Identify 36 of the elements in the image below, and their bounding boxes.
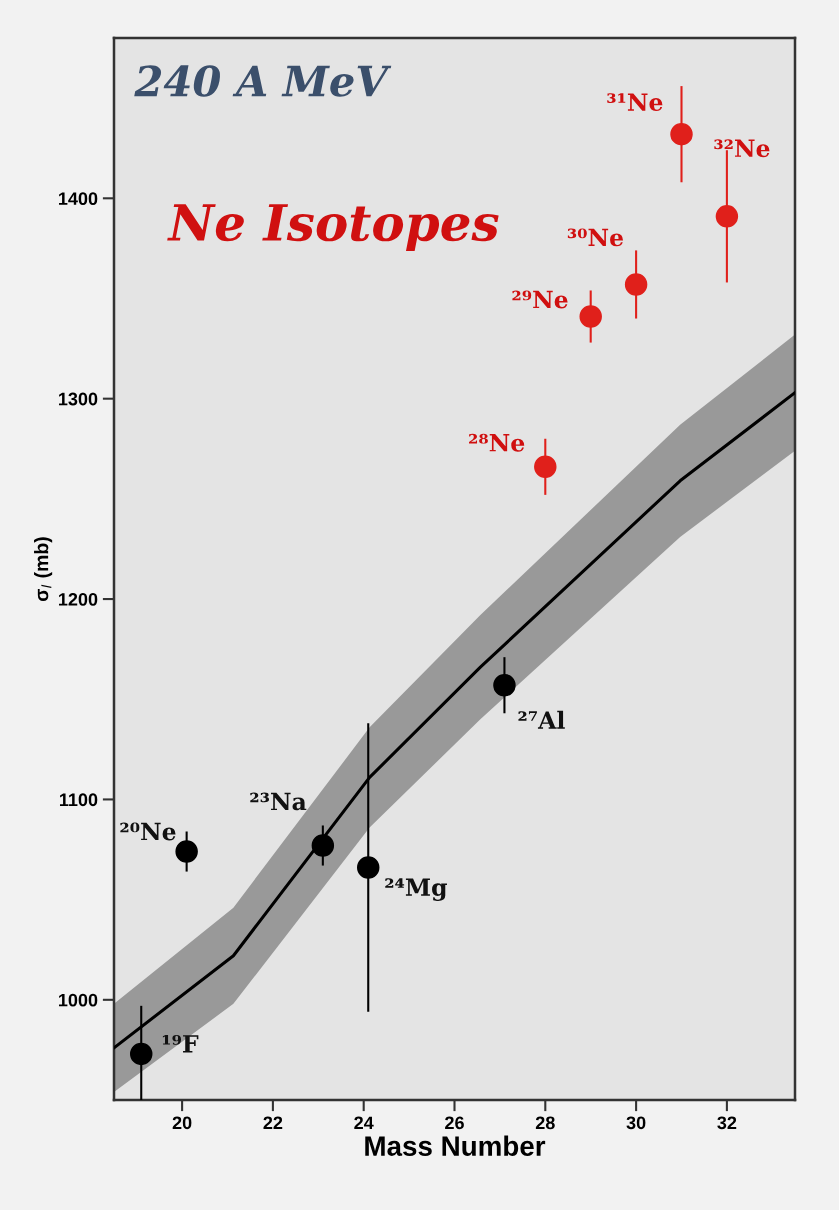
point [357,856,380,879]
point [670,122,693,146]
x-tick-label: 30 [626,1116,646,1130]
y-tick-label: 1100 [60,793,98,807]
x-tick-label: 28 [535,1116,555,1130]
point [493,673,516,697]
point [715,205,739,228]
annotation: Ne Isotopes [167,204,499,251]
x-axis-title: Mass Number [365,1135,546,1156]
annotation: ²³Na [250,792,307,811]
annotation: ²⁹Ne [512,290,568,309]
annotation: ²⁷Al [518,710,565,729]
point [534,455,557,479]
annotation: ³²Ne [714,139,770,158]
y-tick-label: 1200 [59,592,98,606]
annotation: ³⁰Ne [567,228,624,247]
x-tick-label: 26 [445,1116,464,1130]
annotation: ²⁴Mg [385,878,448,901]
x-tick-label: 32 [717,1116,737,1130]
annotation: ²⁸Ne [469,433,525,452]
point [130,1042,153,1066]
x-tick-label: 20 [172,1116,192,1130]
y-axis-title: σ$_{I}$ (mb) [34,537,53,602]
point [311,834,335,857]
annotation: 240 A MeV [134,65,392,97]
annotation: ²⁰Ne [120,822,176,841]
x-tick-label: 22 [263,1116,283,1130]
annotation: ¹⁹F [162,1034,199,1053]
point [175,840,198,863]
point [624,273,648,296]
annotation: ³¹Ne [607,93,663,112]
y-tick-label: 1300 [59,392,98,406]
y-tick-label: 1400 [59,192,98,206]
x-tick-label: 24 [354,1116,374,1130]
y-tick-label: 1000 [59,993,98,1007]
point [579,305,602,328]
